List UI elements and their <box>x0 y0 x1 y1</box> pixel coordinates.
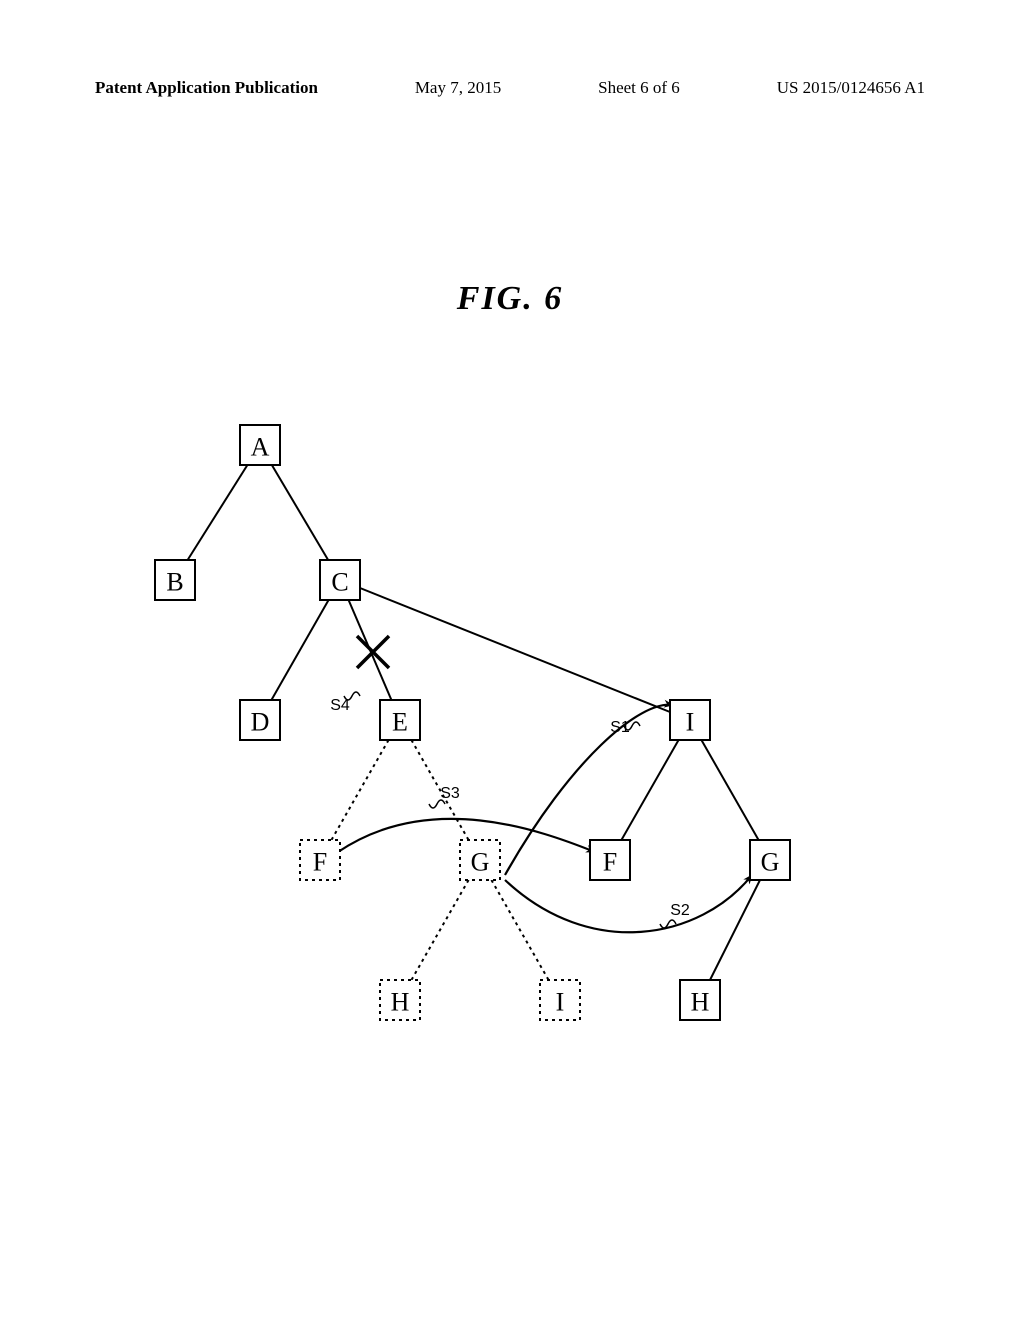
node-label: I <box>686 708 695 737</box>
node-label: G <box>471 848 490 877</box>
node-label: A <box>251 433 270 462</box>
tree-edge <box>710 880 760 980</box>
leader-squiggle <box>429 800 445 808</box>
tree-edge <box>271 600 328 700</box>
labels-layer: A B C D E I F G F G H I H <box>166 433 779 1017</box>
node-label: I <box>556 988 565 1017</box>
leader-squiggle <box>344 692 360 700</box>
tree-edge <box>360 588 670 712</box>
step-label: S2 <box>670 902 690 919</box>
tree-edge <box>188 465 248 560</box>
node-label: H <box>691 988 710 1017</box>
step-label: S3 <box>440 785 460 802</box>
tree-edge <box>411 880 468 980</box>
node-label: D <box>251 708 270 737</box>
step-arrow <box>505 875 752 932</box>
node-label: F <box>603 848 617 877</box>
tree-edge <box>491 880 548 980</box>
tree-edge <box>621 740 678 840</box>
node-label: E <box>392 708 408 737</box>
tree-edge <box>272 465 328 560</box>
tree-edge <box>701 740 758 840</box>
node-label: C <box>331 568 348 597</box>
tree-edge <box>331 740 388 840</box>
node-label: B <box>166 568 183 597</box>
node-label: H <box>391 988 410 1017</box>
tree-diagram: S1S2S3 ABCDEIFGFGHIH S4 <box>0 0 1020 1320</box>
step-label: S1 <box>610 719 630 736</box>
node-label: G <box>761 848 780 877</box>
node-label: F <box>313 848 327 877</box>
